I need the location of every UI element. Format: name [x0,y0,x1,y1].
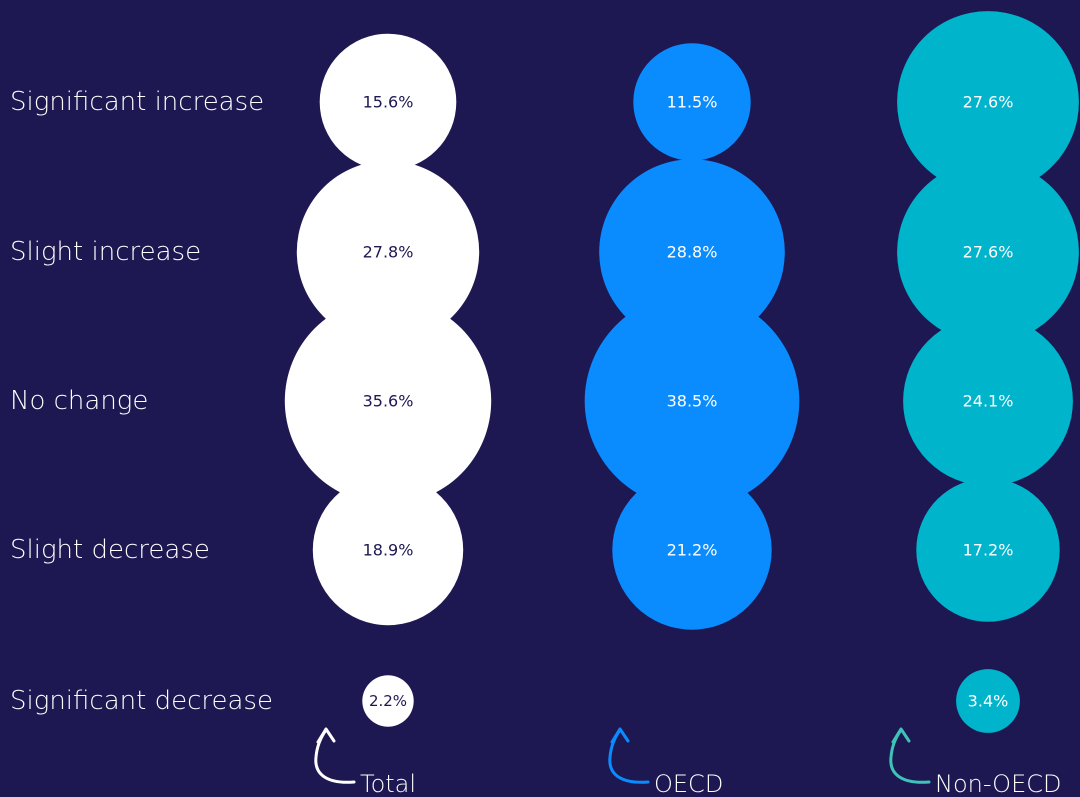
arrowhead-icon [316,727,336,744]
bubble-oecd-no-change [584,293,800,509]
group-non-oecd: Non-OECD [889,727,1061,797]
bubble-non-oecd-no-change [903,316,1073,486]
bubble-total-no-change [284,297,492,505]
value-label-non-oecd-slight-increase: 27.6% [963,243,1014,262]
bubble-non-oecd-significant-increase [897,11,1079,193]
row-label-slight-increase: Slight increase [10,237,201,267]
row-label-significant-increase: Significant increase [10,87,264,117]
bubble-oecd-slight-increase [599,159,785,345]
arrowhead-icon [891,727,911,744]
value-label-non-oecd-significant-decrease: 3.4% [968,692,1009,711]
bubbles [284,11,1079,733]
bubble-oecd-slight-decrease [612,470,772,630]
group-label-non-oecd: Non-OECD [935,770,1061,797]
value-label-non-oecd-significant-increase: 27.6% [963,93,1014,112]
bubble-total-slight-decrease [312,474,464,626]
group-total: Total [314,727,416,797]
bubble-non-oecd-significant-decrease [956,669,1020,733]
value-label-oecd-slight-increase: 28.8% [667,243,718,262]
bubble-total-slight-increase [296,160,480,344]
value-label-non-oecd-slight-decrease: 17.2% [963,541,1014,560]
value-label-total-significant-decrease: 2.2% [369,692,407,710]
arrowhead-icon [610,727,630,744]
bubble-non-oecd-slight-decrease [916,478,1060,622]
value-labels: 15.6% 27.8% 35.6% 18.9% 2.2% 11.5% 28.8% 38.5% 2… [363,93,1014,711]
group-label-oecd: OECD [654,770,723,797]
value-label-total-slight-decrease: 18.9% [363,541,414,560]
group-labels: Total OECD Non-OECD [314,727,1061,797]
value-label-oecd-no-change: 38.5% [667,392,718,411]
bubble-total-significant-increase [319,33,457,171]
group-oecd: OECD [608,727,723,797]
bubble-oecd-significant-increase [633,43,751,161]
row-label-no-change: No change [10,386,148,416]
value-label-total-significant-increase: 15.6% [363,93,414,112]
value-label-total-no-change: 35.6% [363,392,414,411]
value-label-oecd-significant-increase: 11.5% [667,93,718,112]
value-label-oecd-slight-decrease: 21.2% [667,541,718,560]
value-label-non-oecd-no-change: 24.1% [963,392,1014,411]
bubble-non-oecd-slight-increase [897,161,1079,343]
row-label-slight-decrease: Slight decrease [10,535,210,565]
group-label-total: Total [360,770,416,797]
value-label-total-slight-increase: 27.8% [363,243,414,262]
row-labels: Significant increase Slight increase No ch… [10,87,273,716]
bubble-total-significant-decrease [362,675,414,727]
row-label-significant-decrease: Significant decrease [10,686,273,716]
